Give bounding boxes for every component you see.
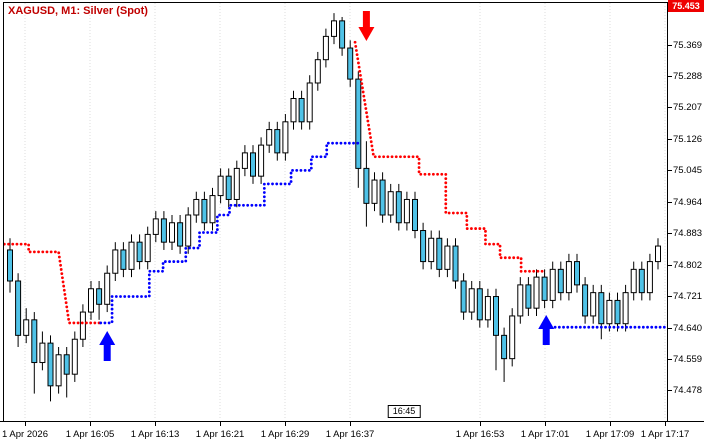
- price-tick-label: 75.288: [673, 70, 703, 82]
- price-tick-mark: [668, 107, 672, 109]
- price-tick-label: 74.721: [673, 291, 703, 303]
- price-tick-mark: [668, 233, 672, 235]
- price-tick-label: 74.883: [673, 228, 703, 240]
- time-tick-mark: [545, 422, 546, 426]
- time-tick-mark: [285, 422, 286, 426]
- buy-arrow-icon: [99, 331, 116, 361]
- time-tick-mark: [480, 422, 481, 426]
- time-tick-mark: [155, 422, 156, 426]
- indicator-segment: [353, 40, 544, 273]
- price-tick-label: 75.207: [673, 102, 703, 114]
- time-tick-mark: [665, 422, 666, 426]
- indicator-segment: [99, 141, 360, 325]
- time-tick-label: 1 Apr 2026: [2, 429, 48, 440]
- candles: [7, 13, 661, 402]
- price-tick-mark: [668, 170, 672, 172]
- price-scale[interactable]: 75.453 75.369 75.288 75.207 75.126 75.045 74.…: [668, 0, 704, 421]
- price-tick-label: 74.964: [673, 196, 703, 208]
- price-tick-mark: [668, 75, 672, 77]
- price-tick-mark: [668, 44, 672, 46]
- price-tick-label: 75.369: [673, 39, 703, 51]
- time-tick-mark: [610, 422, 611, 426]
- time-tick-label: 1 Apr 16:13: [130, 429, 180, 440]
- selected-time-label: 16:45: [392, 406, 416, 416]
- time-tick-label: 1 Apr 16:21: [195, 429, 245, 440]
- time-tick-label: 1 Apr 16:05: [65, 429, 115, 440]
- price-tick-label: 74.640: [673, 322, 703, 334]
- time-scale[interactable]: 1 Apr 2026 1 Apr 16:05 1 Apr 16:13 1 Apr 16…: [0, 421, 704, 446]
- price-tick-label: 74.478: [673, 385, 703, 397]
- chart-symbol-title: XAGUSD, M1: Silver (Spot): [8, 5, 148, 17]
- signal-arrows: [99, 11, 555, 361]
- sell-arrow-icon: [358, 11, 375, 41]
- price-tick-mark: [668, 327, 672, 329]
- indicator-segment: [553, 325, 666, 329]
- indicator-segment: [4, 242, 101, 325]
- time-tick-label: 1 Apr 17:09: [585, 429, 635, 440]
- selected-time-box: 16:45: [387, 405, 421, 418]
- price-tick-label: 75.126: [673, 133, 703, 145]
- price-tick-mark: [668, 359, 672, 361]
- price-tick-mark: [668, 201, 672, 203]
- price-tick-mark: [668, 138, 672, 140]
- price-tick-mark: [668, 264, 672, 266]
- price-tick-label: 74.559: [673, 354, 703, 366]
- price-tick-label: 75.045: [673, 165, 703, 177]
- time-tick-label: 1 Apr 16:53: [455, 429, 505, 440]
- price-tick-label: 74.802: [673, 259, 703, 271]
- time-tick-label: 1 Apr 16:37: [325, 429, 375, 440]
- time-tick-mark: [350, 422, 351, 426]
- gridlines: [24, 3, 666, 420]
- time-tick-label: 1 Apr 16:29: [260, 429, 310, 440]
- time-tick-label: 1 Apr 17:01: [520, 429, 570, 440]
- time-tick-label: 1 Apr 17:17: [640, 429, 690, 440]
- price-tick-mark: [668, 296, 672, 298]
- chart-plot-area[interactable]: XAGUSD, M1: Silver (Spot) 16:45: [3, 2, 668, 421]
- time-tick-mark: [25, 422, 26, 426]
- buy-arrow-icon: [538, 315, 555, 345]
- time-tick-mark: [220, 422, 221, 426]
- time-tick-mark: [90, 422, 91, 426]
- current-price-badge: 75.453: [668, 0, 704, 12]
- price-tick-mark: [668, 390, 672, 392]
- price-chart[interactable]: [4, 3, 667, 420]
